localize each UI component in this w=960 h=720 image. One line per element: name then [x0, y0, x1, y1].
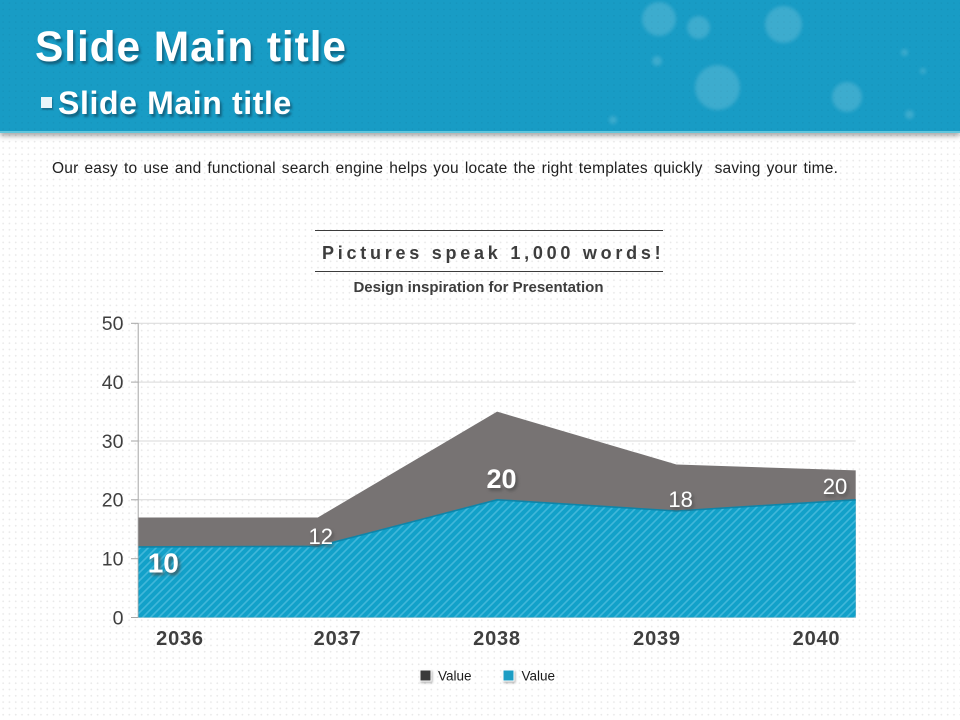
svg-text:2039: 2039 [633, 628, 681, 650]
svg-text:2037: 2037 [314, 628, 362, 650]
svg-text:12: 12 [308, 524, 332, 549]
svg-text:10: 10 [148, 548, 179, 579]
svg-text:20: 20 [823, 474, 847, 499]
svg-text:40: 40 [102, 372, 124, 394]
svg-text:2040: 2040 [793, 628, 841, 650]
svg-text:Value: Value [522, 669, 556, 684]
svg-text:50: 50 [102, 313, 124, 335]
svg-text:0: 0 [113, 607, 124, 629]
svg-text:10: 10 [102, 549, 124, 571]
svg-text:18: 18 [668, 487, 692, 512]
svg-text:2036: 2036 [156, 628, 204, 650]
svg-text:30: 30 [102, 431, 124, 453]
svg-text:20: 20 [486, 464, 516, 494]
svg-text:Value: Value [438, 669, 472, 684]
svg-text:20: 20 [102, 490, 124, 512]
svg-text:2038: 2038 [473, 628, 521, 650]
